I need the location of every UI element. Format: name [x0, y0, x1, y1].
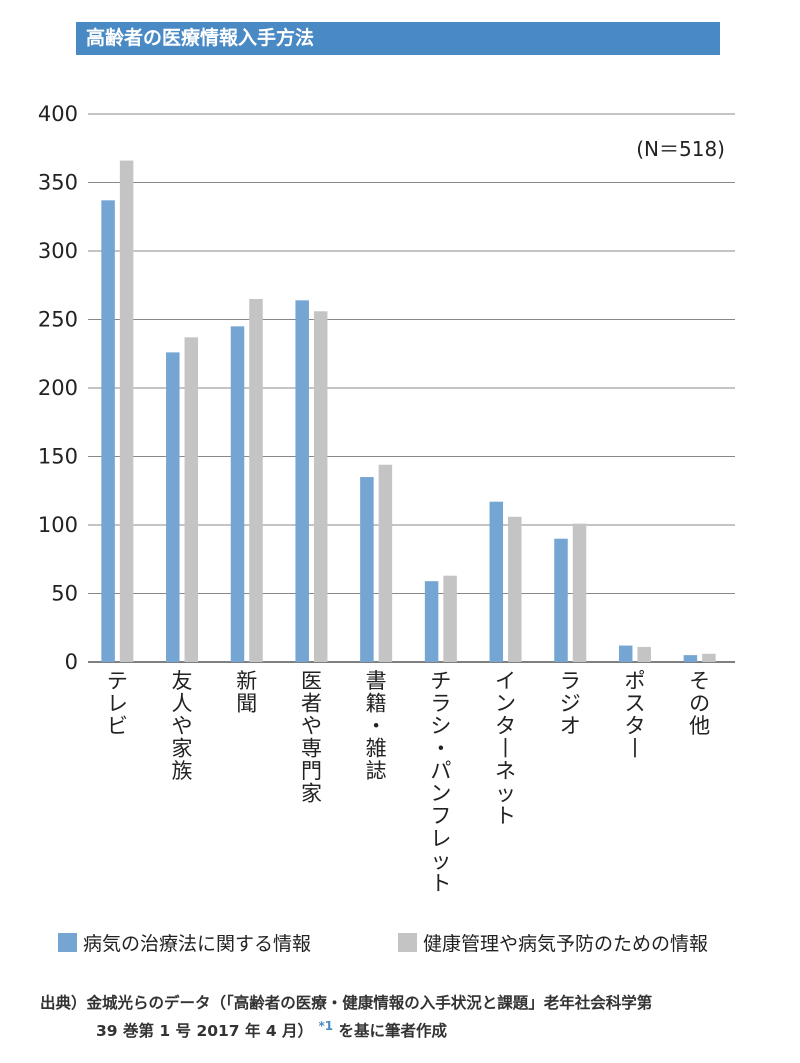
bar-series-1 — [424, 581, 439, 662]
y-tick-label: 0 — [65, 650, 78, 674]
source-footnote-mark: *1 — [318, 1019, 334, 1033]
y-tick-label: 300 — [38, 239, 78, 263]
source-line-2-end: を基に筆者作成 — [338, 1022, 448, 1041]
bar-series-1 — [489, 501, 504, 662]
bar-series-2 — [702, 653, 716, 662]
x-category-label: 書籍・雑誌 — [366, 669, 387, 783]
legend: 病気の治療法に関する情報 健康管理や病気予防のための情報 — [58, 929, 778, 956]
legend-item-series-1: 病気の治療法に関する情報 — [58, 929, 311, 956]
x-category-label: ポスタ丨 — [624, 669, 645, 761]
legend-swatch-series-2 — [398, 933, 417, 952]
y-tick-label: 400 — [38, 102, 78, 126]
bar-series-1 — [295, 300, 309, 662]
y-tick-label: 200 — [38, 376, 78, 400]
y-tick-label: 150 — [38, 445, 78, 469]
x-category-label: インタ丨ネット — [495, 669, 516, 828]
bar-series-1 — [101, 200, 115, 662]
bar-series-1 — [683, 655, 698, 662]
bar-series-1 — [360, 477, 374, 662]
sample-size-annotation: (N＝518) — [636, 137, 725, 161]
bar-series-2 — [313, 311, 328, 662]
y-tick-label: 350 — [38, 171, 78, 195]
source-note: 出典）金城光らのデータ（「高齢者の医療・健康情報の入手状況と課題」老年社会科学第… — [40, 992, 770, 1043]
x-category-label: 医者や専門家 — [301, 669, 322, 806]
bar-series-2 — [508, 516, 522, 662]
bar-series-2 — [378, 464, 393, 662]
bar-series-2 — [184, 337, 199, 662]
bar-series-1 — [554, 538, 568, 662]
x-category-label: ラジオ — [560, 669, 581, 738]
bar-series-2 — [249, 298, 263, 662]
y-tick-label: 250 — [38, 308, 78, 332]
x-category-label: テレビ — [107, 669, 128, 738]
bar-series-2 — [443, 575, 457, 662]
bar-series-1 — [230, 326, 245, 662]
source-line-1: 出典）金城光らのデータ（「高齢者の医療・健康情報の入手状況と課題」老年社会科学第 — [40, 994, 653, 1012]
x-category-label: その他 — [689, 669, 710, 738]
bar-series-2 — [572, 523, 587, 662]
y-tick-label: 100 — [38, 513, 78, 537]
source-line-2-row: 39 巻第 1 号 2017 年 4 月） *1 を基に筆者作成 — [40, 1015, 770, 1043]
bar-series-2 — [637, 646, 651, 662]
bar-chart: 0 50 100 150 200 250 300 350 400 テレビ 友人や家族 新聞 医者や専門家… — [38, 102, 735, 896]
legend-item-series-2: 健康管理や病気予防のための情報 — [398, 929, 708, 956]
legend-label-series-2: 健康管理や病気予防のための情報 — [423, 933, 709, 955]
bar-series-1 — [166, 352, 180, 662]
source-line-2: 39 巻第 1 号 2017 年 4 月） — [96, 1022, 314, 1041]
x-category-label: 友人や家族 — [172, 669, 193, 783]
x-category-label: 新聞 — [236, 669, 257, 716]
bar-series-2 — [119, 160, 134, 662]
legend-swatch-series-1 — [58, 933, 77, 952]
legend-label-series-1: 病気の治療法に関する情報 — [83, 933, 312, 955]
x-category-label: チラシ・パンフレット — [430, 669, 451, 896]
chart-title: 高齢者の医療情報入手方法 — [76, 22, 720, 55]
y-tick-label: 50 — [51, 582, 78, 606]
bar-series-1 — [618, 645, 633, 662]
